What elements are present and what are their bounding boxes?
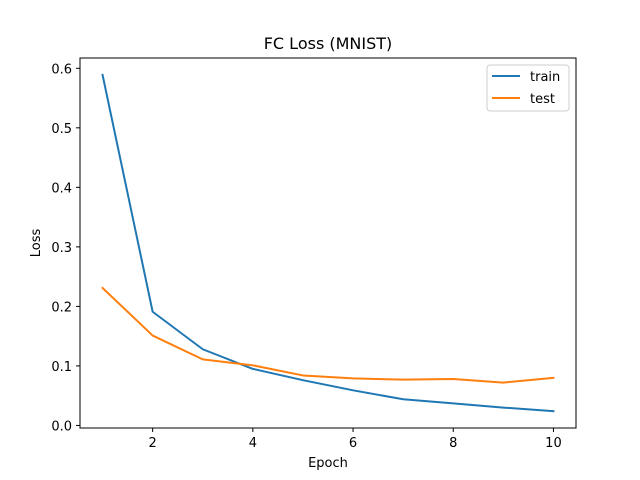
x-tick-label: 10: [545, 436, 562, 451]
legend: train test: [486, 64, 570, 112]
axes-frame: [79, 57, 577, 429]
y-tick-label: 0.3: [51, 241, 72, 256]
x-axis: 2 4 6 8 10: [149, 428, 562, 451]
series-line-train: [101, 73, 555, 413]
y-tick-label: 0.4: [51, 181, 72, 196]
x-tick-label: 6: [349, 436, 357, 451]
y-tick-label: 0.0: [51, 419, 72, 434]
chart-title: FC Loss (MNIST): [264, 34, 393, 53]
x-tick-label: 2: [149, 436, 157, 451]
y-tick-label: 0.6: [51, 62, 72, 77]
x-axis-title: Epoch: [308, 456, 348, 471]
y-axis: 0.0 0.1 0.2 0.3 0.4 0.5 0.6: [51, 62, 80, 434]
y-tick-label: 0.1: [51, 360, 72, 375]
y-tick-label: 0.5: [51, 122, 72, 137]
plot-area: [101, 73, 555, 413]
legend-label-train: train: [530, 70, 560, 85]
legend-label-test: test: [530, 92, 555, 107]
x-tick-label: 8: [449, 436, 457, 451]
x-tick-label: 4: [249, 436, 257, 451]
y-axis-title: Loss: [29, 229, 44, 258]
series-line-test: [101, 286, 555, 384]
y-tick-label: 0.2: [51, 300, 72, 315]
